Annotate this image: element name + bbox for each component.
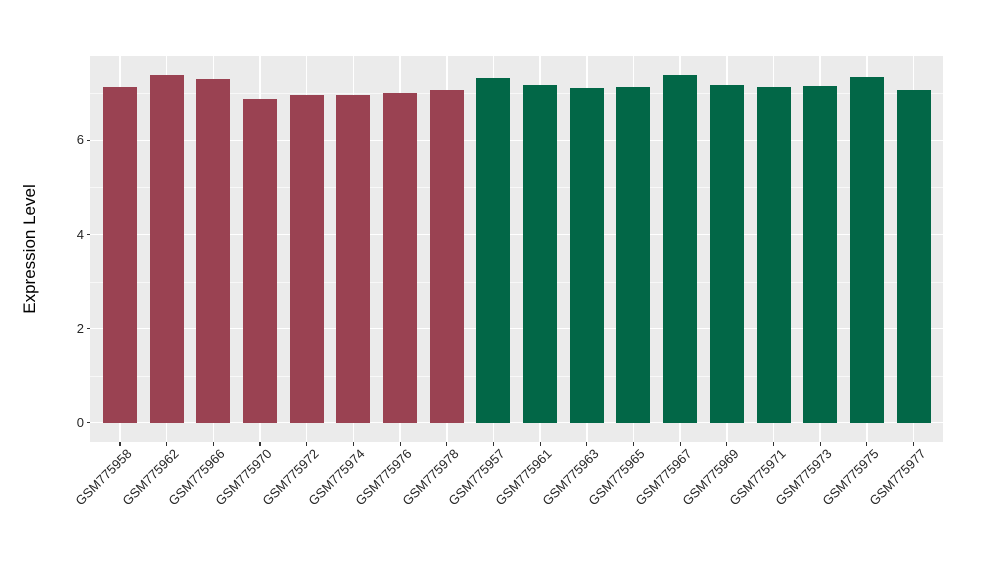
gridline-major — [90, 422, 943, 424]
bar-GSM775962 — [149, 74, 184, 423]
y-tick-mark — [86, 328, 90, 330]
y-tick-label: 6 — [76, 132, 84, 148]
x-tick-mark — [679, 442, 681, 446]
y-tick-mark — [86, 139, 90, 141]
gridline-minor — [90, 93, 943, 95]
x-tick-mark — [352, 442, 354, 446]
bar-GSM775975 — [849, 76, 884, 423]
x-tick-mark — [119, 442, 121, 446]
bar-GSM775969 — [709, 84, 744, 423]
y-tick-label: 4 — [76, 226, 84, 242]
x-tick-mark — [539, 442, 541, 446]
y-tick-label: 0 — [76, 414, 84, 430]
x-tick-mark — [632, 442, 635, 446]
bar-GSM775977 — [896, 89, 931, 423]
x-tick-mark — [772, 442, 775, 446]
x-tick-mark — [586, 442, 588, 446]
x-tick-mark — [819, 442, 821, 446]
x-tick-mark — [166, 442, 168, 446]
gridline-major — [90, 327, 943, 330]
bar-GSM775961 — [523, 84, 558, 423]
x-tick-mark — [866, 442, 868, 446]
x-tick-mark — [259, 442, 261, 446]
bar-GSM775958 — [103, 87, 137, 423]
x-tick-mark — [446, 442, 448, 446]
gridline-major — [90, 233, 943, 236]
bar-GSM775971 — [756, 87, 791, 423]
bar-GSM775970 — [243, 98, 278, 423]
bar-GSM775966 — [196, 78, 231, 423]
x-tick-mark — [492, 442, 494, 446]
bar-GSM775963 — [569, 87, 604, 423]
y-tick-label: 2 — [76, 320, 84, 336]
bar-GSM775957 — [476, 77, 511, 423]
x-tick-mark — [399, 442, 401, 446]
gridline-minor — [90, 375, 943, 377]
x-tick-mark — [306, 442, 308, 446]
plot-panel — [90, 56, 943, 442]
bar-GSM775965 — [616, 86, 651, 423]
bar-GSM775972 — [289, 94, 324, 423]
bar-GSM775978 — [429, 89, 464, 423]
x-tick-mark — [913, 442, 915, 446]
x-tick-mark — [212, 442, 214, 446]
gridline-major — [90, 139, 943, 142]
y-axis-title: Expression Level — [20, 184, 39, 314]
y-tick-mark — [86, 422, 90, 424]
gridline-minor — [90, 281, 943, 283]
gridline-minor — [90, 187, 943, 189]
bar-GSM775967 — [663, 75, 698, 423]
bar-GSM775974 — [336, 94, 371, 423]
x-tick-mark — [726, 442, 728, 446]
y-tick-mark — [86, 233, 90, 236]
bar-GSM775973 — [803, 86, 838, 423]
bar-GSM775976 — [383, 93, 418, 423]
